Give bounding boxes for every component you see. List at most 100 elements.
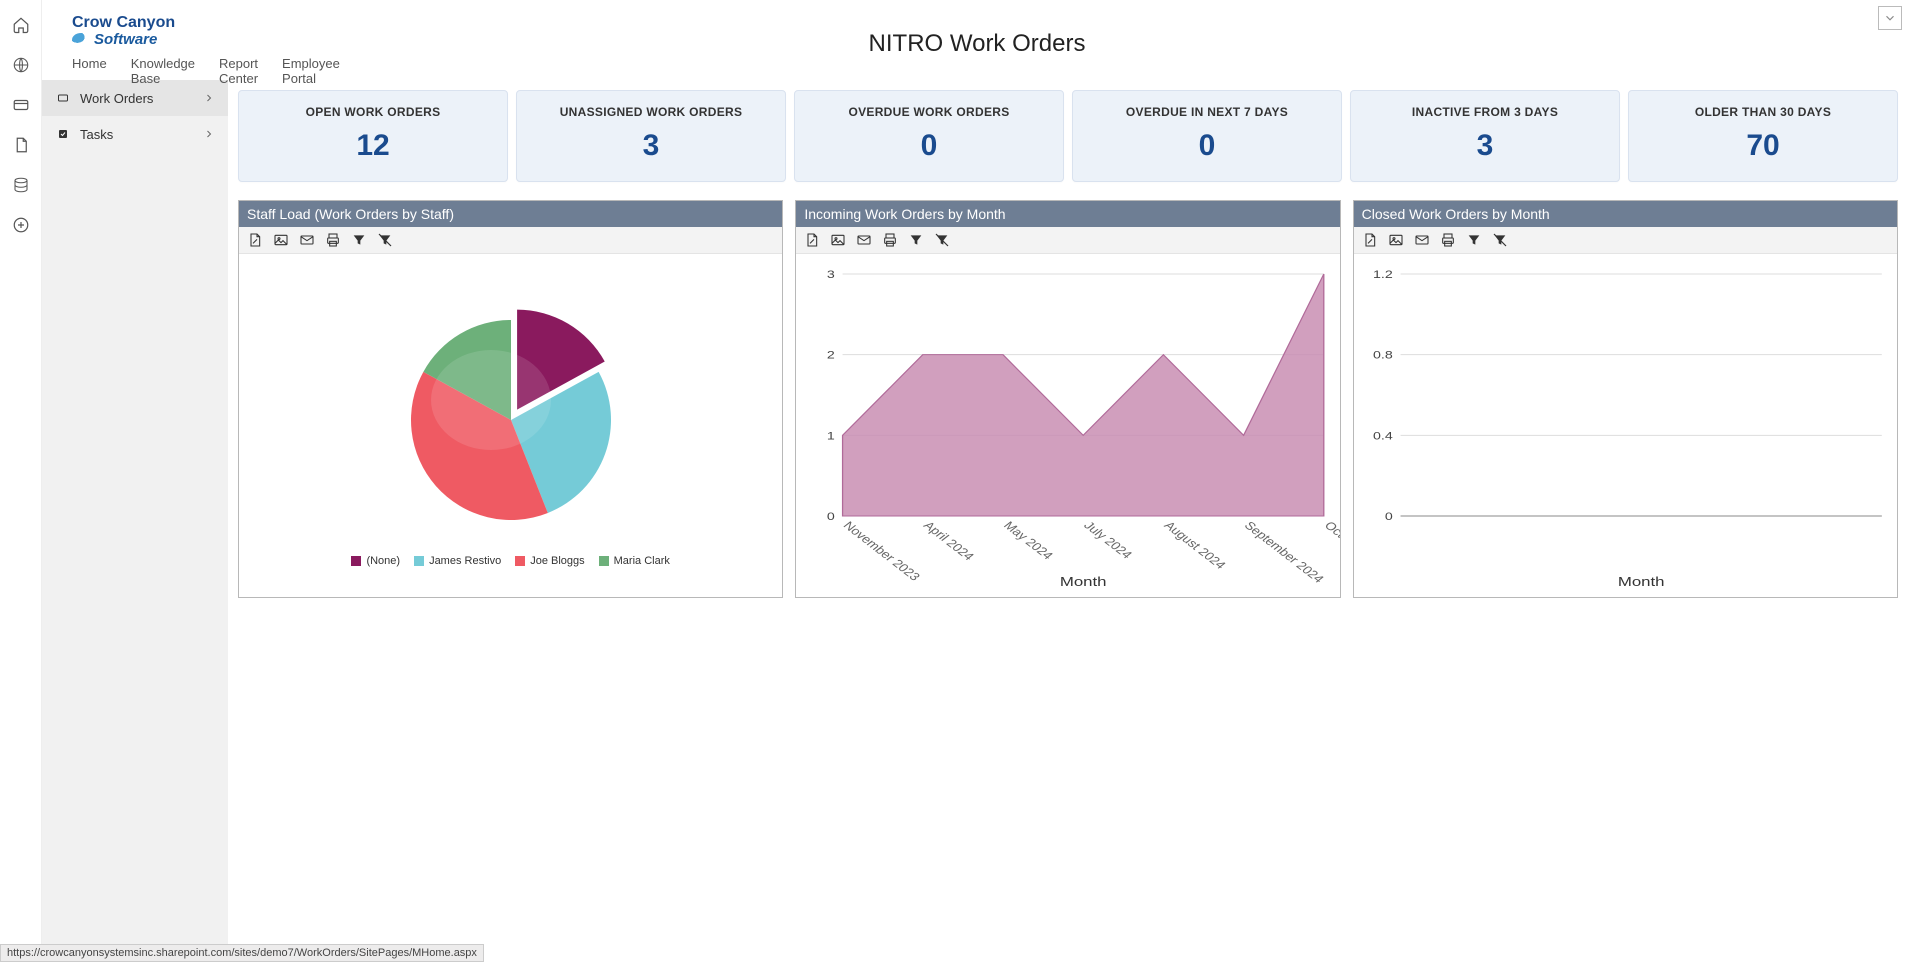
print-icon[interactable] [1440, 232, 1456, 248]
print-icon[interactable] [882, 232, 898, 248]
stat-card-4[interactable]: INACTIVE FROM 3 DAYS 3 [1350, 90, 1620, 182]
pdf-icon[interactable] [804, 232, 820, 248]
clear-filter-icon[interactable] [934, 232, 950, 248]
legend-label: James Restivo [429, 555, 501, 567]
svg-text:July 2024: July 2024 [1081, 519, 1136, 561]
panel-header-incoming: Incoming Work Orders by Month [796, 201, 1339, 227]
svg-text:September 2024: September 2024 [1242, 519, 1328, 586]
pie-legend: (None) James Restivo Joe Bloggs Maria Clark [351, 555, 669, 567]
panel-toolbar-staff [239, 227, 782, 254]
home-rail-icon[interactable] [12, 16, 30, 34]
stat-value: 3 [1361, 129, 1609, 163]
stat-card-1[interactable]: UNASSIGNED WORK ORDERS 3 [516, 90, 786, 182]
panel-header-closed: Closed Work Orders by Month [1354, 201, 1897, 227]
legend-label: Maria Clark [614, 555, 670, 567]
stat-card-2[interactable]: OVERDUE WORK ORDERS 0 [794, 90, 1064, 182]
stat-title: OVERDUE WORK ORDERS [805, 105, 1053, 119]
nav-kb[interactable]: Knowledge Base [131, 56, 195, 86]
legend-item[interactable]: Maria Clark [599, 555, 670, 567]
panel-closed: Closed Work Orders by Month 0 0.4 0.8 1.2 Mo… [1353, 200, 1898, 598]
svg-text:3: 3 [827, 268, 835, 281]
stat-card-0[interactable]: OPEN WORK ORDERS 12 [238, 90, 508, 182]
document-rail-icon[interactable] [12, 136, 30, 154]
mail-icon[interactable] [856, 232, 872, 248]
svg-text:1: 1 [827, 429, 835, 442]
stats-row: OPEN WORK ORDERS 12 UNASSIGNED WORK ORDERS… [238, 90, 1898, 182]
brand-logo: Crow Canyon Software [72, 14, 272, 48]
print-icon[interactable] [325, 232, 341, 248]
check-icon [56, 127, 70, 141]
svg-text:November 2023: November 2023 [841, 519, 924, 583]
sidebar-label-workorders: Work Orders [80, 91, 153, 106]
panel-toolbar-closed [1354, 227, 1897, 254]
app-shell: Crow Canyon Software Home Knowledge Base… [42, 0, 1912, 962]
svg-text:2: 2 [827, 348, 835, 361]
stat-value: 0 [805, 129, 1053, 163]
clear-filter-icon[interactable] [1492, 232, 1508, 248]
stat-value: 70 [1639, 129, 1887, 163]
closed-chart: 0 0.4 0.8 1.2 Month [1354, 254, 1897, 594]
filter-icon[interactable] [351, 232, 367, 248]
sidebar: Work Orders Tasks [42, 80, 228, 962]
svg-text:0: 0 [1385, 510, 1393, 523]
brand-line1: Crow Canyon [72, 14, 175, 31]
panels-row: Staff Load (Work Orders by Staff) (None)… [238, 200, 1898, 598]
card-rail-icon[interactable] [12, 96, 30, 114]
image-icon[interactable] [1388, 232, 1404, 248]
filter-icon[interactable] [908, 232, 924, 248]
legend-item[interactable]: James Restivo [414, 555, 501, 567]
pdf-icon[interactable] [247, 232, 263, 248]
svg-text:Month: Month [1617, 575, 1664, 590]
left-icon-rail [0, 0, 42, 962]
stat-card-3[interactable]: OVERDUE IN NEXT 7 DAYS 0 [1072, 90, 1342, 182]
legend-label: Joe Bloggs [530, 555, 584, 567]
svg-text:May 2024: May 2024 [1001, 519, 1057, 562]
pie-chart [381, 285, 641, 545]
legend-item[interactable]: (None) [351, 555, 400, 567]
image-icon[interactable] [830, 232, 846, 248]
svg-text:1.2: 1.2 [1373, 268, 1393, 281]
globe-rail-icon[interactable] [12, 56, 30, 74]
stat-card-5[interactable]: OLDER THAN 30 DAYS 70 [1628, 90, 1898, 182]
clear-filter-icon[interactable] [377, 232, 393, 248]
sidebar-item-tasks[interactable]: Tasks [42, 116, 228, 152]
panel-toolbar-incoming [796, 227, 1339, 254]
stat-title: UNASSIGNED WORK ORDERS [527, 105, 775, 119]
page-title: NITRO Work Orders [869, 30, 1086, 58]
stat-title: INACTIVE FROM 3 DAYS [1361, 105, 1609, 119]
pdf-icon[interactable] [1362, 232, 1378, 248]
svg-text:0: 0 [827, 510, 835, 523]
chevron-right-icon [202, 91, 216, 105]
stat-value: 3 [527, 129, 775, 163]
incoming-chart: 0123November 2023April 2024May 2024July … [796, 254, 1339, 594]
card-icon [56, 91, 70, 105]
legend-label: (None) [366, 555, 400, 567]
legend-item[interactable]: Joe Bloggs [515, 555, 584, 567]
svg-text:Month: Month [1060, 575, 1107, 590]
mail-icon[interactable] [1414, 232, 1430, 248]
filter-icon[interactable] [1466, 232, 1482, 248]
main-content: OPEN WORK ORDERS12UNASSIGNED WORK ORDERS… [228, 80, 1912, 962]
database-rail-icon[interactable] [12, 176, 30, 194]
panel-incoming: Incoming Work Orders by Month 0 1 2 3 Novemb… [795, 200, 1340, 598]
brand-line2: Software [94, 32, 157, 49]
stat-title: OLDER THAN 30 DAYS [1639, 105, 1887, 119]
panel-staff-load: Staff Load (Work Orders by Staff) (None)… [238, 200, 783, 598]
svg-text:0.4: 0.4 [1373, 429, 1393, 442]
stat-title: OVERDUE IN NEXT 7 DAYS [1083, 105, 1331, 119]
panel-header-staff: Staff Load (Work Orders by Staff) [239, 201, 782, 227]
topbar: Crow Canyon Software Home Knowledge Base… [42, 0, 1912, 80]
stat-title: OPEN WORK ORDERS [249, 105, 497, 119]
svg-text:0.8: 0.8 [1373, 348, 1393, 361]
chevron-right-icon [202, 127, 216, 141]
collapse-button[interactable] [1878, 6, 1902, 30]
mail-icon[interactable] [299, 232, 315, 248]
add-rail-icon[interactable] [12, 216, 30, 234]
image-icon[interactable] [273, 232, 289, 248]
sidebar-label-tasks: Tasks [80, 127, 113, 142]
status-bar: https://crowcanyonsystemsinc.sharepoint.… [0, 944, 484, 962]
nav-home[interactable]: Home [72, 56, 107, 86]
svg-text:October 2024: October 2024 [1322, 519, 1340, 575]
stat-value: 12 [249, 129, 497, 163]
stat-value: 0 [1083, 129, 1331, 163]
